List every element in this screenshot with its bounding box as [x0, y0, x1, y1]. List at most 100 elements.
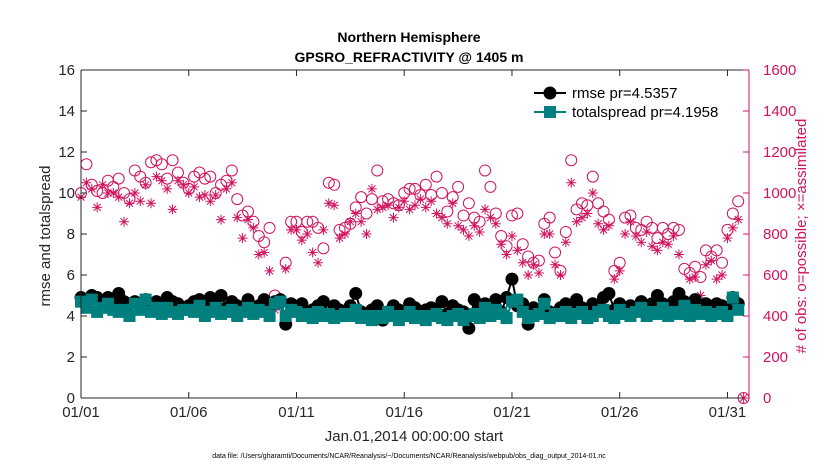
obs-assimilated-star [156, 175, 167, 186]
obs-assimilated-star [566, 177, 577, 188]
y-left-tick-label: 16 [58, 62, 75, 79]
obs-assimilated-marker [92, 202, 103, 213]
obs-assimilated-marker [727, 222, 738, 233]
obs-assimilated-marker [377, 202, 388, 213]
obs-assimilated-star [528, 259, 539, 270]
obs-assimilated-star [620, 229, 631, 239]
obs-assimilated-star [490, 218, 501, 229]
rmse-point [370, 299, 384, 313]
obs-assimilated-star [582, 208, 593, 219]
obs-assimilated-star [372, 204, 383, 215]
obs-assimilated-star [598, 224, 609, 235]
obs-assimilated-marker [296, 235, 307, 246]
rmse-point [467, 293, 481, 307]
obs-assimilated-marker [172, 175, 183, 186]
obs-assimilated-marker [135, 196, 146, 207]
obs-assimilated-star [162, 183, 173, 194]
obs-assimilated-star [345, 216, 356, 227]
obs-assimilated-star [313, 257, 324, 268]
obs-possible-marker [430, 170, 443, 183]
obs-assimilated-marker [577, 212, 587, 223]
obs-possible-marker [543, 211, 556, 224]
obs-assimilated-star [431, 208, 442, 219]
obs-assimilated-star [652, 245, 663, 256]
obs-assimilated-star [356, 216, 367, 227]
obs-possible-marker [597, 205, 610, 218]
obs-assimilated-marker [474, 226, 485, 237]
obs-assimilated-marker [700, 259, 711, 270]
obs-assimilated-star [420, 202, 431, 213]
metric-markers [74, 272, 745, 335]
obs-assimilated-star [447, 198, 458, 209]
obs-assimilated-marker [480, 204, 491, 215]
obs-assimilated-marker [243, 214, 253, 225]
obs-assimilated-marker [183, 188, 194, 198]
obs-assimilated-marker [453, 220, 464, 231]
obs-assimilated-star [318, 224, 329, 235]
obs-assimilated-marker [517, 257, 528, 268]
obs-assimilated-marker [566, 177, 577, 188]
obs-assimilated-marker [162, 183, 173, 194]
obs-assimilated-star [647, 241, 658, 252]
obs-assimilated-marker [210, 190, 221, 201]
obs-assimilated-star [706, 255, 717, 266]
obs-possible-marker [565, 154, 578, 167]
obs-possible-marker [586, 170, 599, 183]
obs-assimilated-marker [426, 196, 437, 207]
obs-assimilated-marker [366, 183, 377, 194]
obs-assimilated-marker [641, 226, 652, 237]
obs-assimilated-star [523, 270, 534, 280]
y-left-tick-label: 2 [67, 349, 75, 366]
obs-assimilated-star [485, 212, 496, 223]
obs-assimilated-star [673, 249, 684, 260]
obs-assimilated-star [226, 177, 237, 188]
obs-assimilated-marker [485, 212, 496, 223]
obs-assimilated-star [641, 226, 652, 237]
obs-assimilated-marker [544, 229, 555, 239]
obs-possible-marker [435, 187, 448, 199]
obs-assimilated-marker [404, 204, 415, 215]
obs-assimilated-marker [695, 290, 706, 301]
obs-assimilated-marker [657, 237, 668, 248]
obs-assimilated-star [102, 188, 113, 198]
spread-point [532, 307, 545, 320]
obs-assimilated-marker [420, 202, 431, 213]
obs-assimilated-star [539, 229, 550, 239]
x-tick-label: 01/31 [709, 404, 747, 421]
legend: rmse pr=4.5357 totalspread pr=4.1958 [528, 79, 738, 125]
obs-assimilated-star [733, 214, 744, 225]
y-right-tick-label: 1000 [763, 185, 796, 202]
obs-assimilated-star [614, 265, 625, 276]
spread-point [732, 303, 745, 316]
obs-possible-marker [726, 207, 739, 220]
obs-assimilated-marker [178, 179, 189, 190]
y-left-tick-label: 0 [67, 390, 75, 407]
obs-assimilated-marker [151, 171, 162, 182]
obs-assimilated-star [291, 224, 302, 235]
y-left-tick-label: 4 [67, 308, 75, 325]
obs-possible-marker [716, 256, 729, 269]
obs-assimilated-marker [140, 179, 151, 190]
obs-assimilated-star [463, 231, 474, 242]
obs-assimilated-marker [501, 249, 512, 260]
obs-assimilated-star [399, 196, 410, 207]
y-right-tick-label: 800 [763, 226, 788, 243]
legend-spread-marker [544, 106, 556, 118]
obs-assimilated-star [496, 239, 507, 250]
obs-assimilated-marker [323, 198, 334, 209]
legend-box [528, 79, 738, 125]
obs-assimilated-marker [512, 245, 523, 256]
obs-assimilated-star [717, 270, 728, 280]
spread-point [263, 310, 276, 322]
obs-assimilated-marker [717, 270, 728, 280]
rmse-point [316, 295, 330, 309]
obs-assimilated-star [189, 181, 200, 192]
obs-assimilated-marker [609, 274, 620, 285]
legend-spread-label: totalspread pr=4.1958 [572, 104, 718, 121]
y-left-tick-label: 12 [58, 144, 75, 161]
obs-possible-marker [231, 193, 244, 206]
obs-assimilated-marker [458, 224, 469, 235]
obs-assimilated-star [350, 208, 361, 219]
obs-assimilated-marker [496, 239, 507, 250]
